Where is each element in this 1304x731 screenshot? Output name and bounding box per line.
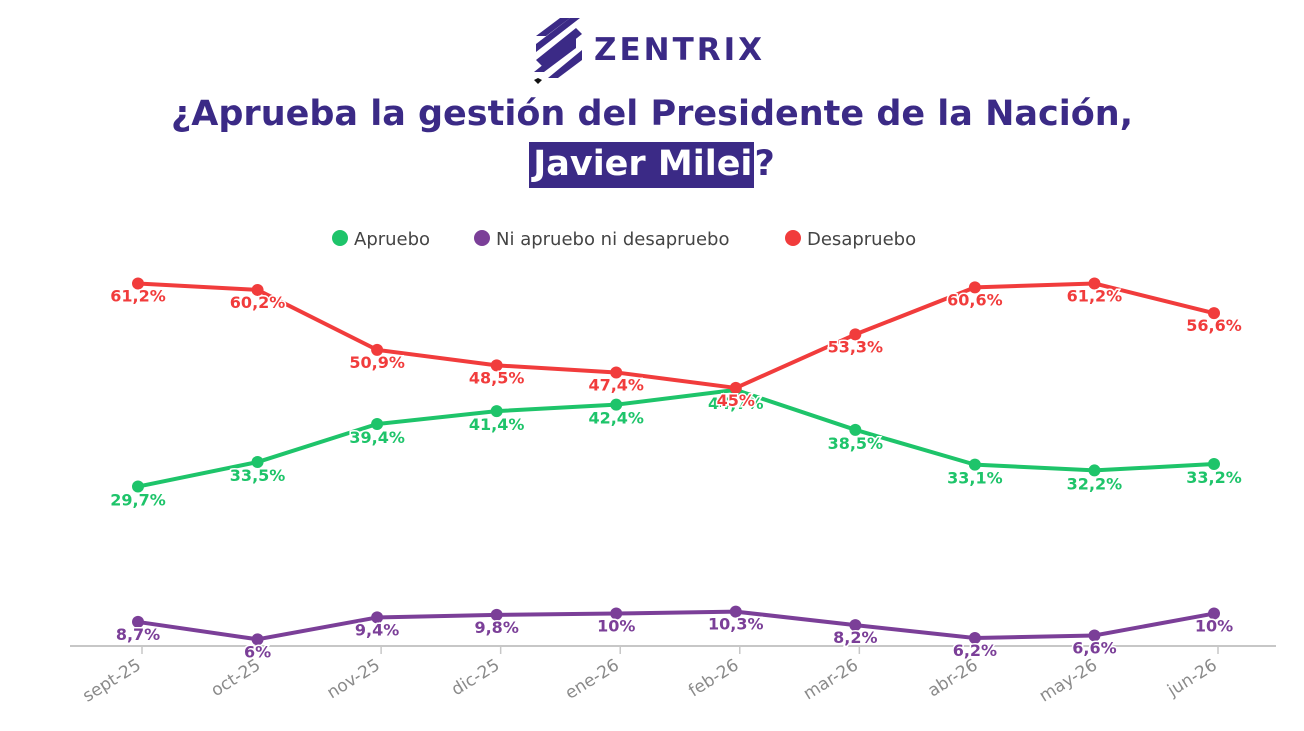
data-label: 33,2% xyxy=(1186,468,1242,487)
page-title-line-2: Javier Milei? xyxy=(0,142,1304,188)
data-point xyxy=(1088,629,1101,642)
data-point xyxy=(371,611,384,624)
data-label: 6,2% xyxy=(953,641,997,660)
legend-marker xyxy=(785,230,801,246)
data-label: 29,7% xyxy=(110,491,166,510)
data-label: 8,2% xyxy=(833,628,877,647)
title-highlight: Javier Milei xyxy=(529,142,755,188)
data-point xyxy=(1088,464,1101,477)
x-tick-label: jun-26 xyxy=(1163,655,1220,701)
data-label: 42,4% xyxy=(588,409,644,428)
data-label: 10% xyxy=(597,617,635,636)
data-label: 45% xyxy=(717,391,755,410)
data-point xyxy=(1088,277,1101,290)
title-suffix: ? xyxy=(754,144,775,184)
data-label: 50,9% xyxy=(349,353,405,372)
x-tick-label: dic-25 xyxy=(448,655,503,700)
data-point xyxy=(490,608,503,621)
page-title-line-1: ¿Aprueba la gestión del Presidente de la… xyxy=(170,94,1134,134)
data-point xyxy=(610,398,623,411)
data-label: 44,7% xyxy=(708,394,764,413)
data-label: 33,5% xyxy=(230,466,286,485)
data-point xyxy=(1208,607,1220,620)
data-label: 33,1% xyxy=(947,469,1003,488)
x-tick-label: may-26 xyxy=(1036,655,1101,706)
data-label: 32,2% xyxy=(1067,474,1123,493)
series-line xyxy=(136,281,1216,390)
data-label: 10% xyxy=(1195,617,1233,636)
data-point xyxy=(610,607,623,620)
data-point xyxy=(251,283,264,296)
data-point xyxy=(251,456,264,469)
data-point xyxy=(968,458,981,471)
legend-label: Ni apruebo ni desapruebo xyxy=(496,229,729,250)
x-tick-label: oct-25 xyxy=(208,655,265,701)
x-tick-label: sept-25 xyxy=(79,655,144,706)
data-point xyxy=(968,281,981,294)
data-label: 6% xyxy=(244,642,271,661)
data-point xyxy=(1208,307,1220,320)
data-point xyxy=(132,615,144,628)
data-point xyxy=(968,632,981,645)
data-point xyxy=(610,366,623,379)
data-point xyxy=(849,619,862,632)
data-point xyxy=(371,418,384,431)
x-tick-label: nov-25 xyxy=(324,655,384,703)
data-label: 8,7% xyxy=(116,625,160,644)
data-label: 6,6% xyxy=(1072,638,1116,657)
data-point xyxy=(729,381,742,394)
data-label: 61,2% xyxy=(110,286,166,305)
data-point xyxy=(132,480,144,493)
data-point xyxy=(490,359,503,372)
data-label: 48,5% xyxy=(469,368,525,387)
x-tick-label: mar-26 xyxy=(800,655,862,704)
brand-logo: ZENTRIX xyxy=(530,14,790,86)
data-point xyxy=(490,405,503,418)
legend-marker xyxy=(474,230,490,246)
data-point xyxy=(1208,457,1220,470)
data-point xyxy=(371,343,384,356)
data-point xyxy=(251,633,264,646)
data-label: 41,4% xyxy=(469,415,525,434)
data-label: 56,6% xyxy=(1186,316,1242,335)
brand-name: ZENTRIX xyxy=(594,32,766,68)
data-label: 53,3% xyxy=(828,337,884,356)
legend-marker xyxy=(332,230,348,246)
data-label: 61,2% xyxy=(1067,286,1123,305)
series-line xyxy=(136,387,1216,489)
data-point xyxy=(849,423,862,436)
data-label: 9,8% xyxy=(474,618,518,637)
data-point xyxy=(729,605,742,618)
legend-label: Desapruebo xyxy=(807,229,916,250)
x-tick-label: ene-26 xyxy=(562,655,623,703)
x-tick-label: feb-26 xyxy=(685,655,742,701)
data-label: 47,4% xyxy=(588,375,644,394)
x-tick-label: abr-26 xyxy=(924,655,981,701)
data-label: 60,6% xyxy=(947,290,1003,309)
data-label: 60,2% xyxy=(230,293,286,312)
data-point xyxy=(849,328,862,341)
data-label: 38,5% xyxy=(828,434,884,453)
legend-label: Apruebo xyxy=(354,229,430,250)
data-point xyxy=(132,277,144,290)
zentrix-logo-icon xyxy=(534,18,582,84)
data-label: 10,3% xyxy=(708,615,764,634)
data-label: 39,4% xyxy=(349,428,405,447)
data-label: 9,4% xyxy=(355,620,399,639)
series-line xyxy=(136,609,1216,642)
